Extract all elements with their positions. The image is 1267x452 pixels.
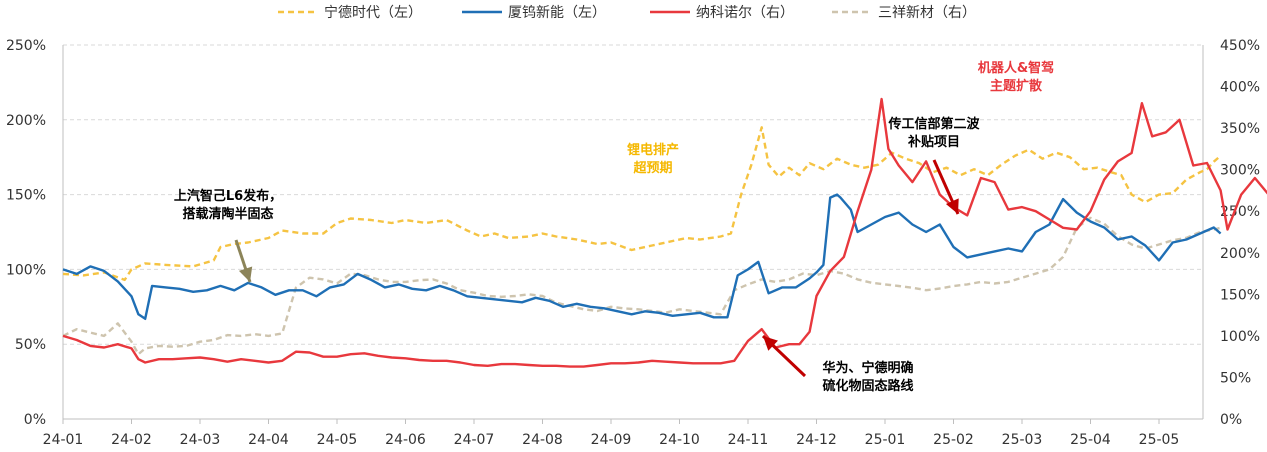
legend-entry: 纳科诺尔（右） bbox=[696, 5, 794, 21]
x-tick-label: 25-01 bbox=[865, 432, 906, 448]
x-tick-label: 24-07 bbox=[454, 432, 495, 448]
annotation-text: 搭载清陶半固态 bbox=[182, 206, 273, 222]
y-right-tick-label: 200% bbox=[1220, 246, 1260, 262]
series-line-3 bbox=[62, 216, 1221, 356]
y-left-tick-label: 100% bbox=[6, 262, 46, 278]
x-tick-label: 25-03 bbox=[1002, 432, 1043, 448]
x-tick-label: 25-02 bbox=[933, 432, 974, 448]
legend-entry: 厦钨新能（左） bbox=[508, 5, 606, 21]
x-tick-label: 24-05 bbox=[317, 432, 358, 448]
y-right-tick-label: 150% bbox=[1220, 287, 1260, 303]
y-left-tick-label: 50% bbox=[15, 337, 46, 353]
x-tick-label: 25-05 bbox=[1139, 432, 1180, 448]
y-right-tick-label: 300% bbox=[1220, 163, 1260, 179]
y-left-tick-label: 200% bbox=[6, 113, 46, 129]
annotation-text: 硫化物固态路线 bbox=[822, 378, 913, 394]
y-right-tick-label: 250% bbox=[1220, 204, 1260, 220]
y-right-tick-label: 450% bbox=[1220, 38, 1260, 54]
x-tick-label: 24-10 bbox=[659, 432, 700, 448]
arrow-annotation-3-head bbox=[763, 336, 778, 351]
y-left-tick-label: 250% bbox=[6, 38, 46, 54]
series-line-1 bbox=[62, 193, 1222, 320]
arrow-annotation-1-head bbox=[238, 266, 253, 282]
x-tick-label: 24-02 bbox=[111, 432, 152, 448]
annotation-text: 上汽智己L6发布， bbox=[174, 188, 282, 204]
annotation-text: 主题扩散 bbox=[990, 78, 1043, 94]
x-tick-label: 24-04 bbox=[248, 432, 289, 448]
y-right-tick-label: 100% bbox=[1220, 329, 1260, 345]
annotation-text: 传工信部第二波 bbox=[887, 116, 980, 132]
annotation-text: 补贴项目 bbox=[907, 134, 960, 150]
x-tick-label: 24-06 bbox=[385, 432, 426, 448]
y-right-tick-label: 0% bbox=[1220, 412, 1242, 428]
y-right-tick-label: 50% bbox=[1220, 370, 1251, 386]
annotation-text: 华为、宁德明确 bbox=[822, 360, 913, 376]
series-line-2 bbox=[62, 97, 1267, 368]
annotation-text: 锂电排产 bbox=[627, 142, 679, 158]
annotation-text: 机器人&智驾 bbox=[978, 60, 1054, 76]
x-tick-label: 24-03 bbox=[180, 432, 221, 448]
y-left-tick-label: 150% bbox=[6, 188, 46, 204]
legend-entry: 宁德时代（左） bbox=[324, 4, 422, 21]
x-tick-label: 24-01 bbox=[43, 432, 84, 448]
y-right-tick-label: 350% bbox=[1220, 121, 1260, 137]
x-tick-label: 24-08 bbox=[522, 432, 563, 448]
y-right-tick-label: 400% bbox=[1220, 80, 1260, 96]
x-tick-label: 24-09 bbox=[591, 432, 632, 448]
arrow-annotation-4-head bbox=[945, 198, 959, 214]
annotation-text: 超预期 bbox=[633, 160, 672, 176]
series-line-0 bbox=[62, 126, 1222, 282]
x-tick-label: 24-12 bbox=[796, 432, 837, 448]
x-tick-label: 25-04 bbox=[1070, 432, 1111, 448]
x-tick-label: 24-11 bbox=[728, 432, 769, 448]
legend-entry: 三祥新材（右） bbox=[878, 5, 976, 21]
y-left-tick-label: 0% bbox=[24, 412, 46, 428]
